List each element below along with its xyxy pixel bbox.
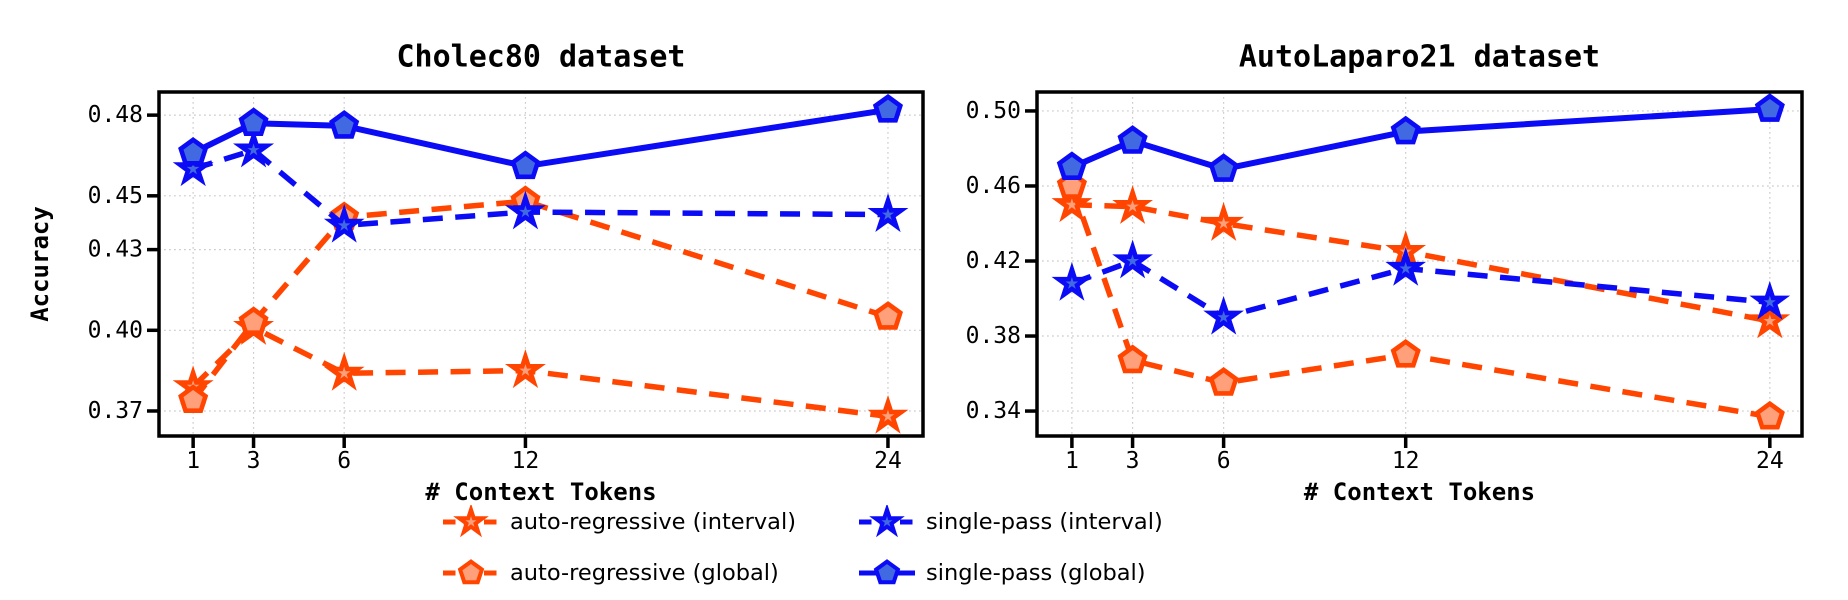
star-marker <box>504 349 546 389</box>
star-marker <box>867 395 909 434</box>
y-tick-label: 0.42 <box>966 248 1021 274</box>
legend-column-auto-regressive: auto-regressive (interval) auto-regressi… <box>442 499 858 596</box>
chart-title: AutoLaparo21 dataset <box>1239 40 1600 75</box>
y-tick-label: 0.43 <box>88 237 143 263</box>
pentagon-marker <box>1056 151 1088 180</box>
y-tick-label: 0.50 <box>966 98 1021 124</box>
y-tick-label: 0.37 <box>88 398 143 424</box>
legend-item-single-pass-global: single-pass (global) <box>858 550 1163 596</box>
star-marker <box>1385 247 1427 286</box>
star-marker <box>1112 239 1153 279</box>
chart-panel-1: 1 3 6 12 24 0.34 0.38 0.42 0.46 0.50 AutoLaparo21 … <box>966 40 1804 506</box>
single-pass-global-pentagon-icon <box>859 559 915 585</box>
y-tick-label: 0.46 <box>966 173 1021 199</box>
legend-label-single-pass-global: single-pass (global) <box>926 560 1146 586</box>
star-marker <box>1112 185 1153 224</box>
x-tick-label: 6 <box>337 448 351 474</box>
legend-label-single-pass-interval: single-pass (interval) <box>926 509 1163 535</box>
chart-title: Cholec80 dataset <box>397 40 686 75</box>
pentagon-marker <box>457 559 485 585</box>
pentagon-marker <box>1390 115 1421 145</box>
star-marker <box>1051 183 1093 223</box>
star-marker <box>1749 280 1791 320</box>
auto-regressive-global-pentagon-icon <box>443 559 499 585</box>
y-tick-label: 0.40 <box>88 317 143 343</box>
series-single-pass-interval- <box>1051 239 1791 335</box>
series-single-pass-global- <box>178 93 904 180</box>
x-tick-label: 1 <box>1065 448 1079 474</box>
star-marker <box>453 505 489 538</box>
y-tick-label: 0.45 <box>88 183 143 209</box>
star-marker <box>1203 202 1245 241</box>
series-single-pass-interval- <box>172 128 909 243</box>
y-axis-label: Accuracy <box>26 206 54 322</box>
star-marker <box>323 203 365 243</box>
legend-column-single-pass: single-pass (interval) single-pass (glob… <box>858 499 1163 596</box>
y-tick-label: 0.48 <box>88 102 143 128</box>
pentagon-marker <box>178 384 209 413</box>
legend-item-auto-regressive-interval: auto-regressive (interval) <box>442 499 858 545</box>
pentagon-marker <box>1390 338 1421 368</box>
series-line <box>1070 258 1771 321</box>
star-marker <box>1051 261 1093 301</box>
series-line <box>1070 106 1770 173</box>
chart-panel-0: 1 3 6 12 24 0.37 0.40 0.43 0.45 0.48 Cholec80 data… <box>26 40 925 506</box>
star-marker <box>869 505 905 538</box>
x-axis-label: # Context Tokens <box>425 478 656 506</box>
plot-border <box>1035 90 1804 438</box>
star-marker <box>232 128 275 168</box>
pentagon-marker <box>1208 153 1239 182</box>
legend-item-single-pass-interval: single-pass (interval) <box>858 499 1163 545</box>
series-line <box>191 324 889 420</box>
series-auto-regressive-global- <box>1056 170 1785 430</box>
star-marker <box>323 351 365 391</box>
single-pass-interval-star-icon <box>859 505 915 538</box>
pentagon-marker <box>1117 344 1148 374</box>
x-tick-label: 12 <box>512 448 540 474</box>
legend-item-auto-regressive-global: auto-regressive (global) <box>442 550 858 596</box>
pentagon-marker <box>872 301 904 330</box>
series-line <box>1071 201 1771 324</box>
star-marker <box>1203 295 1244 335</box>
x-tick-label: 3 <box>247 448 261 474</box>
pentagon-marker <box>510 150 541 180</box>
series-line <box>191 106 889 170</box>
legend: auto-regressive (interval) auto-regressi… <box>442 499 1163 596</box>
pentagon-marker <box>238 306 269 335</box>
pentagon-marker <box>873 559 901 585</box>
x-tick-label: 1 <box>186 448 200 474</box>
x-tick-label: 6 <box>1217 448 1231 474</box>
legend-label-auto-regressive-global: auto-regressive (global) <box>510 560 779 586</box>
star-marker <box>867 193 909 233</box>
star-marker <box>172 147 214 187</box>
series-auto-regressive-global- <box>178 185 904 413</box>
x-tick-label: 24 <box>1756 448 1784 474</box>
x-tick-label: 3 <box>1126 448 1140 474</box>
x-tick-label: 12 <box>1392 448 1420 474</box>
star-marker <box>504 190 546 230</box>
x-tick-label: 24 <box>874 448 902 474</box>
pentagon-marker <box>329 110 360 139</box>
pentagon-marker <box>1208 367 1239 396</box>
y-tick-label: 0.38 <box>966 323 1021 349</box>
y-tick-label: 0.34 <box>966 398 1021 424</box>
pentagon-marker <box>1754 400 1785 430</box>
pentagon-marker <box>238 107 269 136</box>
legend-label-auto-regressive-interval: auto-regressive (interval) <box>510 509 796 535</box>
auto-regressive-interval-star-icon <box>443 505 499 538</box>
plot-border <box>157 90 925 438</box>
x-axis-label: # Context Tokens <box>1304 478 1535 506</box>
series-line <box>190 198 889 402</box>
pentagon-marker <box>178 136 209 166</box>
pentagon-marker <box>1754 93 1785 122</box>
series-single-pass-global- <box>1056 93 1785 182</box>
pentagon-marker <box>1117 125 1148 154</box>
pentagon-marker <box>872 93 904 123</box>
